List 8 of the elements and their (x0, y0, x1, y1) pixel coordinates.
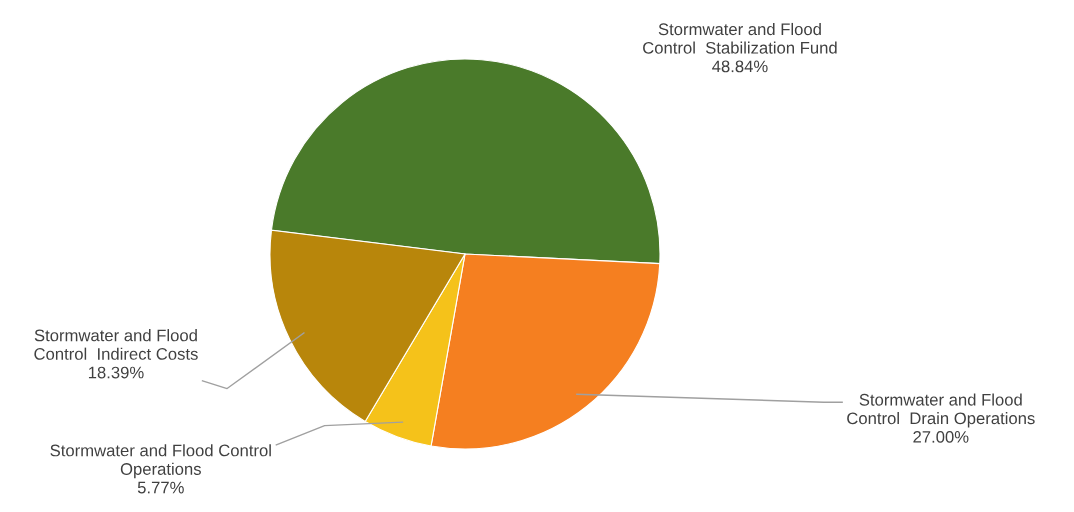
data-label: 18.39% (88, 366, 144, 379)
slice-label: Stormwater and Flood Control Indirect Costs (34, 329, 198, 360)
slice-label: Stormwater and Flood Control Operations (50, 444, 271, 479)
slice-label: Stormwater and Flood Control Drain Operations (847, 393, 1035, 428)
slice-label: Stormwater and Flood Control Stabilization Fund (643, 22, 837, 54)
data-label: 48.84% (712, 60, 768, 73)
data-label: 27.00% (913, 430, 969, 443)
data-label: 5.77% (137, 481, 184, 494)
